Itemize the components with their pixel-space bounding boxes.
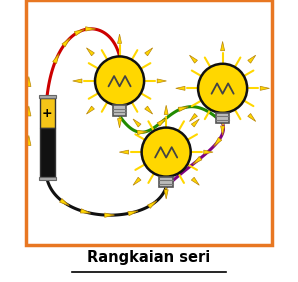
- Polygon shape: [190, 55, 198, 63]
- Bar: [159, 177, 173, 187]
- Polygon shape: [191, 119, 199, 127]
- Polygon shape: [86, 106, 94, 114]
- Text: +: +: [42, 107, 52, 120]
- Polygon shape: [164, 105, 168, 114]
- Bar: [40, 98, 55, 128]
- Polygon shape: [80, 209, 91, 213]
- Polygon shape: [27, 135, 31, 146]
- Polygon shape: [248, 55, 256, 63]
- Polygon shape: [133, 177, 141, 185]
- Polygon shape: [60, 199, 69, 206]
- Polygon shape: [53, 54, 59, 63]
- Polygon shape: [157, 118, 166, 126]
- Polygon shape: [248, 113, 256, 122]
- Polygon shape: [214, 137, 222, 146]
- Polygon shape: [204, 150, 213, 154]
- Polygon shape: [119, 150, 128, 154]
- Polygon shape: [260, 86, 269, 90]
- Polygon shape: [117, 34, 122, 43]
- Polygon shape: [128, 211, 138, 216]
- Bar: [113, 105, 126, 116]
- Bar: [216, 113, 229, 123]
- Polygon shape: [164, 190, 168, 199]
- Polygon shape: [145, 48, 153, 56]
- Polygon shape: [105, 213, 114, 217]
- Polygon shape: [145, 106, 153, 114]
- Bar: [39, 95, 56, 98]
- Polygon shape: [27, 106, 31, 116]
- Polygon shape: [221, 126, 225, 135]
- Polygon shape: [74, 30, 84, 36]
- Polygon shape: [133, 119, 141, 127]
- Polygon shape: [193, 157, 202, 164]
- Bar: [40, 128, 55, 177]
- Polygon shape: [117, 118, 122, 128]
- Circle shape: [95, 56, 144, 105]
- Bar: [39, 177, 56, 180]
- Polygon shape: [148, 201, 157, 208]
- Polygon shape: [191, 177, 199, 185]
- Circle shape: [142, 127, 191, 177]
- Polygon shape: [27, 76, 31, 87]
- Polygon shape: [178, 107, 188, 111]
- Circle shape: [198, 64, 247, 113]
- Polygon shape: [176, 86, 185, 90]
- Polygon shape: [73, 79, 82, 83]
- Polygon shape: [62, 38, 70, 47]
- Text: Rangkaian seri: Rangkaian seri: [87, 250, 211, 265]
- Polygon shape: [157, 79, 166, 83]
- Polygon shape: [190, 113, 198, 122]
- Polygon shape: [86, 27, 96, 31]
- Polygon shape: [221, 41, 225, 51]
- Polygon shape: [137, 130, 148, 135]
- Polygon shape: [86, 48, 94, 56]
